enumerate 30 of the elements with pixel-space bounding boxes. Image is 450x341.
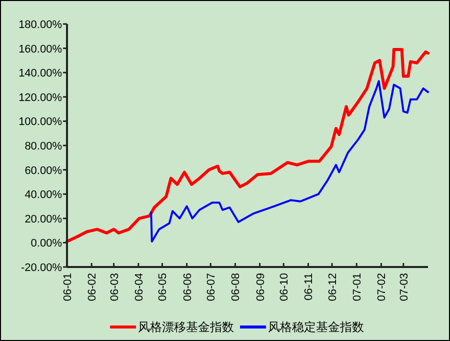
x-tick-label: 06-11 xyxy=(303,273,316,300)
x-tick-label: 06-06 xyxy=(182,273,194,302)
legend-label: 风格稳定基金指数 xyxy=(268,320,364,334)
x-tick-label: 06-04 xyxy=(133,273,146,302)
y-tick-label: 60.00% xyxy=(24,164,62,177)
line-series xyxy=(150,80,429,242)
y-tick-label: 100.00% xyxy=(18,116,62,128)
y-tick-label: 140.00% xyxy=(18,68,62,80)
y-tick-label: 40.00% xyxy=(24,189,62,202)
y-tick-label: 0.00% xyxy=(30,238,62,250)
y-tick-label: 20.00% xyxy=(24,213,62,226)
y-tick-label: 160.00% xyxy=(18,43,62,56)
x-tick-label: 06-09 xyxy=(254,273,267,302)
x-tick-label: 06-07 xyxy=(206,273,218,302)
x-tick-label: 06-03 xyxy=(108,273,121,302)
legend-label: 风格漂移基金指数 xyxy=(138,320,234,334)
y-tick-label: -20.00% xyxy=(21,262,62,274)
x-tick-label: 06-08 xyxy=(230,273,242,302)
x-tick-label: 07-02 xyxy=(376,273,388,302)
x-tick-label: 06-05 xyxy=(157,273,170,302)
line-series xyxy=(66,48,430,243)
x-tick-label: 06-10 xyxy=(278,273,291,302)
y-tick-label: 80.00% xyxy=(24,140,62,152)
x-tick-label: 07-01 xyxy=(352,273,364,302)
x-tick-label: 06-01 xyxy=(62,273,74,302)
y-tick-label: 180.00% xyxy=(18,19,62,31)
y-tick-label: 120.00% xyxy=(18,92,62,104)
x-tick-label: 06-12 xyxy=(327,273,339,302)
x-tick-label: 06-02 xyxy=(86,273,99,302)
x-tick-label: 07-03 xyxy=(398,273,410,302)
